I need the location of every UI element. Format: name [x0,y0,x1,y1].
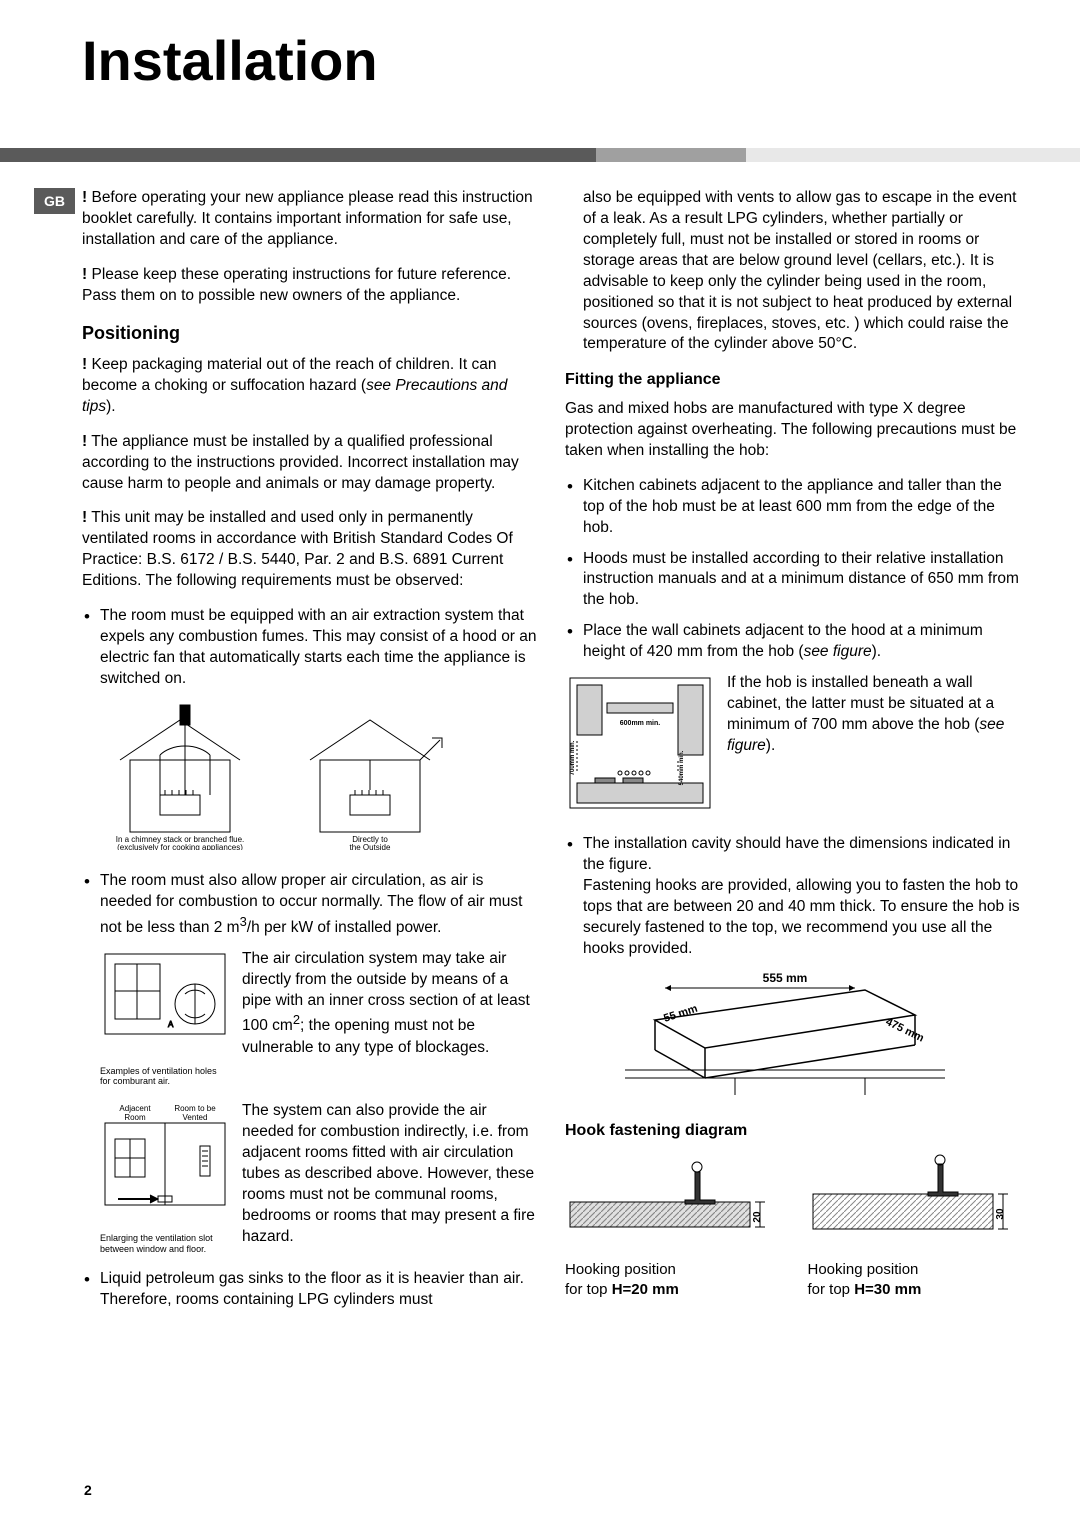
fig2-caption: Examples of ventilation holesfor combura… [100,1066,230,1088]
bar-segment-light [746,148,1080,162]
page-title: Installation [82,28,1020,93]
positioning-list-3: Liquid petroleum gas sinks to the floor … [82,1269,537,1311]
fig3-label1: Adjacent [119,1104,151,1113]
hook-item-2: 30 Hooking positionfor top H=30 mm [808,1152,1021,1300]
fitting-p1: Gas and mixed hobs are manufactured with… [565,399,1020,462]
continuation-text: also be equipped with vents to allow gas… [565,188,1020,355]
svg-text:30: 30 [995,1208,1006,1220]
fig3-label2: Room to be [174,1104,216,1113]
fitting-heading: Fitting the appliance [565,369,1020,391]
figure-cavity: 555 mm 55 mm 475 mm [605,970,1020,1107]
list-item: Hoods must be installed according to the… [565,549,1020,612]
svg-text:55 mm: 55 mm [662,1002,699,1024]
positioning-heading: Positioning [82,321,537,345]
ventilation-holes-icon: A Examples of ventilation holesfor combu… [100,949,230,1088]
list-item: The room must be equipped with an air ex… [82,606,537,690]
adjacent-room-icon: Adjacent Room Room to be Vented Enlargin… [100,1101,230,1255]
fig1-caption1b: (exclusively for cooking appliances) [117,843,243,850]
fig4-text: If the hob is installed beneath a wall c… [727,673,1020,757]
hook-20-icon: 20 [565,1152,765,1247]
svg-text:A: A [168,1020,174,1029]
figure-extraction: In a chimney stack or branched flue. (ex… [100,700,537,857]
fig3-text: The system can also provide the air need… [242,1101,537,1247]
intro-1: ! Before operating your new appliance pl… [82,188,537,251]
svg-text:600mm min.: 600mm min. [620,720,661,727]
fig1-caption2b: the Outside [350,843,391,850]
positioning-list: The room must be equipped with an air ex… [82,606,537,690]
fitting-list-2: The installation cavity should have the … [565,834,1020,960]
list-item: The room must also allow proper air circ… [82,871,537,939]
svg-text:Vented: Vented [183,1113,208,1122]
intro-2: ! Please keep these operating instructio… [82,265,537,307]
page-number: 2 [84,1482,92,1498]
figure-ventilation-holes: A Examples of ventilation holesfor combu… [100,949,537,1088]
bar-segment-dark [0,148,596,162]
content-columns: ! Before operating your new appliance pl… [82,188,1020,1321]
fig2-text: The air circulation system may take air … [242,949,537,1059]
figure-adjacent-room: Adjacent Room Room to be Vented Enlargin… [100,1101,537,1255]
list-item: The installation cavity should have the … [565,834,1020,960]
language-badge: GB [34,188,75,214]
figure-cabinet-clearance: 600mm min. 700mm min. 540mm min. If the … [565,673,1020,820]
svg-text:20: 20 [752,1211,763,1223]
hook-heading: Hook fastening diagram [565,1120,1020,1142]
svg-text:475 mm: 475 mm [884,1015,926,1044]
right-column: also be equipped with vents to allow gas… [565,188,1020,1321]
cabinet-clearance-icon: 600mm min. 700mm min. 540mm min. [565,673,715,820]
hook2-caption: Hooking positionfor top H=30 mm [808,1260,1021,1301]
list-item: Place the wall cabinets adjacent to the … [565,621,1020,663]
bar-segment-mid [596,148,746,162]
svg-text:540mm min.: 540mm min. [679,750,685,785]
positioning-list-2: The room must also allow proper air circ… [82,871,537,939]
positioning-p2: ! The appliance must be installed by a q… [82,432,537,495]
left-column: ! Before operating your new appliance pl… [82,188,537,1321]
svg-text:700mm min.: 700mm min. [570,740,576,775]
fig3-caption: Enlarging the ventilation slotbetween wi… [100,1233,230,1255]
header-bar [0,148,1080,162]
svg-text:555 mm: 555 mm [763,971,808,985]
fitting-list: Kitchen cabinets adjacent to the applian… [565,476,1020,663]
positioning-p3: ! This unit may be installed and used on… [82,508,537,592]
positioning-p1: ! Keep packaging material out of the rea… [82,355,537,418]
list-item: Liquid petroleum gas sinks to the floor … [82,1269,537,1311]
extraction-diagram-icon: In a chimney stack or branched flue. (ex… [100,700,460,850]
hook-30-icon: 30 [808,1152,1008,1247]
cavity-diagram-icon: 555 mm 55 mm 475 mm [605,970,965,1100]
hook-diagrams: 20 Hooking positionfor top H=20 mm 30 [565,1152,1020,1300]
svg-text:Room: Room [124,1113,146,1122]
hook-item-1: 20 Hooking positionfor top H=20 mm [565,1152,778,1300]
hook1-caption: Hooking positionfor top H=20 mm [565,1260,778,1301]
list-item: Kitchen cabinets adjacent to the applian… [565,476,1020,539]
